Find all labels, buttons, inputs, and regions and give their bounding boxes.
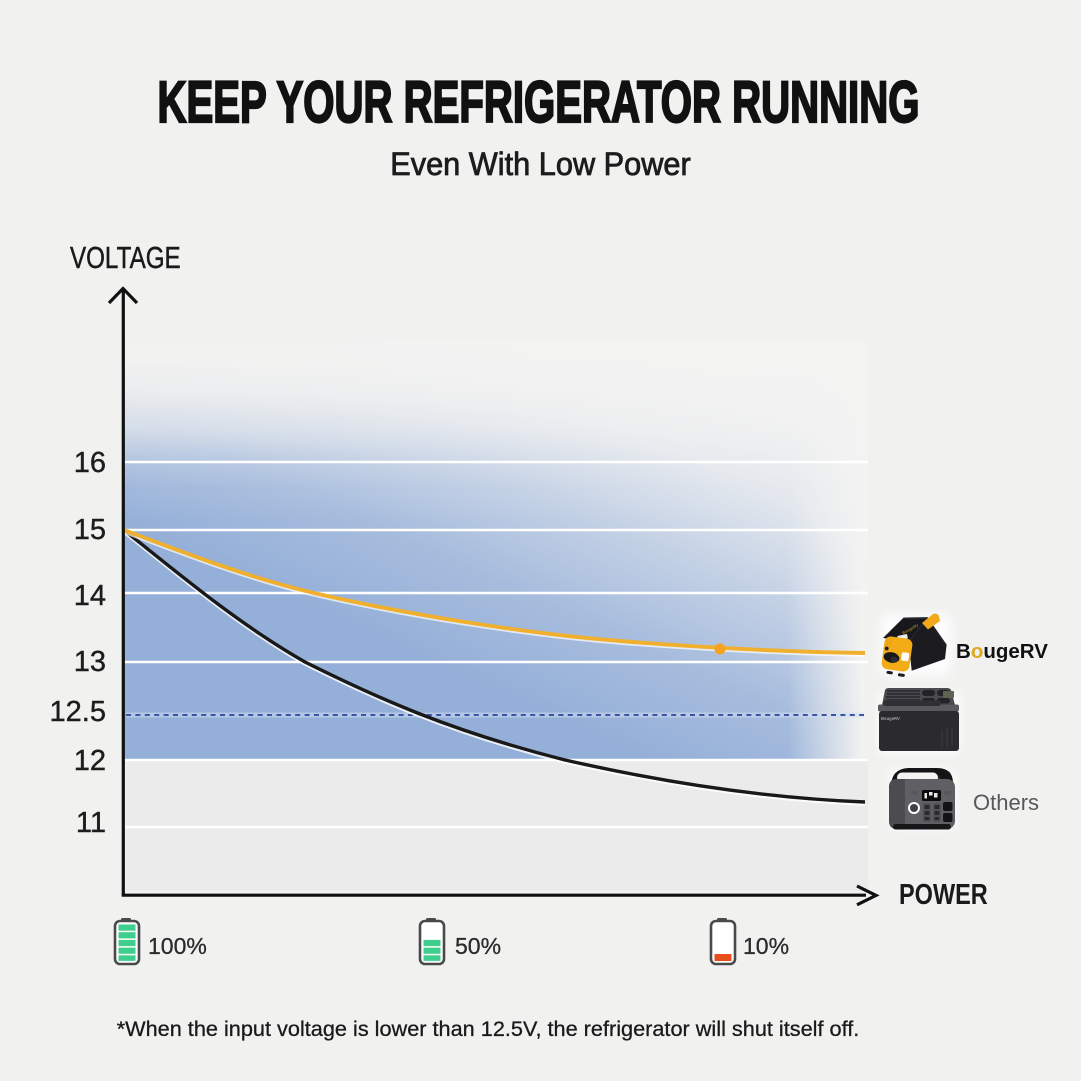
svg-text:BougeRV: BougeRV [881,716,900,721]
